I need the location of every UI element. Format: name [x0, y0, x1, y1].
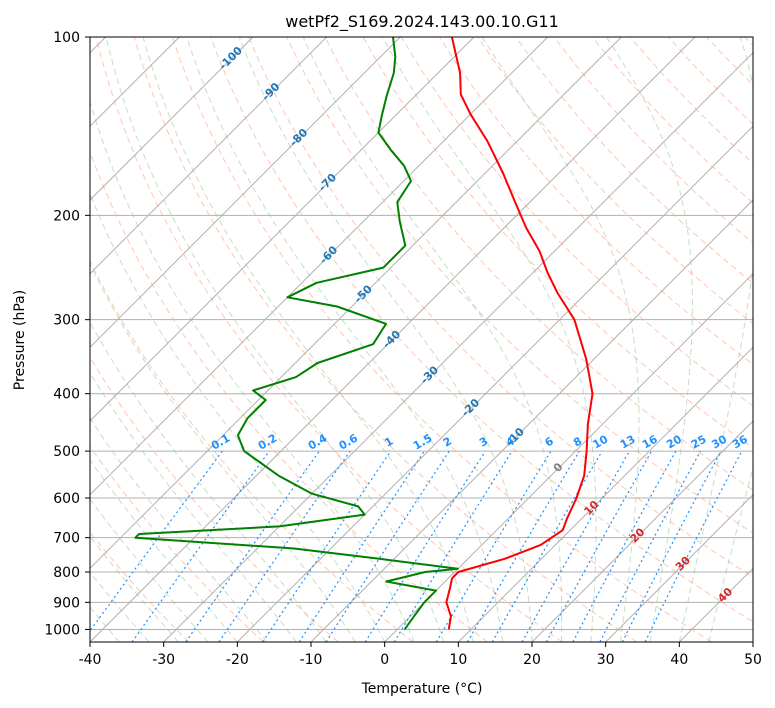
moist-adiabat: [105, 37, 445, 642]
moist-adiabat: [606, 37, 693, 642]
y-tick-label: 200: [53, 208, 80, 224]
y-axis-title: Pressure (hPa): [12, 290, 28, 390]
x-tick-label: -20: [226, 652, 249, 668]
x-tick-label: -10: [300, 652, 323, 668]
mixing-ratio-line: [131, 450, 270, 642]
mixing-ratio-line: [491, 450, 603, 642]
y-tick-label: 300: [53, 313, 80, 329]
y-tick-label: 900: [53, 595, 80, 611]
dry-adiabat: [95, 37, 563, 642]
mixing-ratio-line: [185, 450, 320, 642]
isotherm-line: [90, 37, 401, 349]
moist-adiabat: [90, 192, 386, 642]
x-tick-label: 20: [523, 652, 541, 668]
moist-adiabat: [186, 37, 503, 642]
moist-adiabat: [90, 571, 150, 642]
y-tick-label: 1000: [44, 622, 80, 638]
mixing-ratio-line: [90, 450, 223, 632]
dry-adiabat: [90, 445, 264, 642]
dry-adiabat: [324, 37, 753, 491]
x-axis: -40 -30 -20 -10 0 10 20 30 40 50: [79, 642, 762, 668]
x-tick-label: 0: [380, 652, 389, 668]
y-tick-label: 400: [53, 387, 80, 403]
dry-adiabat: [515, 37, 753, 284]
moist-adiabat: [302, 37, 563, 642]
isotherm-line: [90, 37, 622, 570]
isotherm-line: [90, 37, 475, 422]
dry-adiabat: [248, 37, 753, 578]
moist-adiabat: [481, 37, 640, 642]
y-tick-label: 800: [53, 565, 80, 581]
moist-adiabat: [678, 37, 753, 642]
isotherm-line: [90, 37, 254, 201]
mixing-ratio-line: [599, 450, 702, 642]
isotherm-line: [384, 272, 753, 642]
mixing-ratio-line: [298, 450, 425, 642]
chart-title: wetPf2_S169.2024.143.00.10.G11: [285, 12, 559, 32]
mixing-ratio-line: [435, 450, 552, 642]
data-lines: [134, 37, 594, 630]
mixing-ratio-line: [644, 450, 743, 642]
isotherm-line: [531, 420, 753, 642]
moist-adiabat: [142, 37, 474, 642]
moist-adiabat: [90, 99, 415, 642]
moist-adiabat: [90, 371, 297, 642]
dry-adiabat: [210, 37, 753, 623]
x-axis-title: Temperature (°C): [361, 681, 483, 697]
x-tick-label: 50: [744, 652, 762, 668]
moist-adiabat: [381, 37, 597, 642]
moist-adiabat: [90, 498, 209, 642]
isotherm-line: [605, 493, 753, 642]
mixing-ratio-line: [466, 450, 580, 642]
isotherm-line: [90, 37, 549, 496]
moist-adiabat: [90, 535, 179, 642]
moist-adiabat: [90, 417, 268, 642]
x-tick-label: 30: [597, 652, 615, 668]
y-tick-label: 700: [53, 531, 80, 547]
dry-adiabat: [133, 37, 638, 642]
mixing-ratio-line: [393, 450, 513, 642]
isotherm-line: [457, 346, 753, 642]
dry-adiabat: [286, 37, 753, 534]
dewpoint-line: [134, 37, 459, 630]
x-tick-label: -40: [79, 652, 102, 668]
x-tick-label: 40: [670, 652, 688, 668]
mixing-ratio-line: [621, 450, 722, 642]
plot-frame: [89, 36, 754, 643]
temperature-line: [445, 37, 594, 630]
y-tick-label: 100: [53, 30, 80, 46]
mixing-ratio-line: [572, 450, 677, 642]
moist-adiabat: [90, 321, 327, 642]
mixing-ratio-line: [325, 450, 450, 642]
y-tick-label: 600: [53, 491, 80, 507]
moist-adiabat: [708, 465, 753, 642]
y-axis: 100 200 300 400 500 600 700 800 900 1000: [44, 30, 90, 638]
isotherm-line: [236, 125, 753, 642]
mixing-ratio-line: [545, 450, 653, 642]
isotherm-line: [90, 37, 328, 275]
moist-adiabat: [90, 262, 356, 642]
mixing-ratio-line: [521, 450, 631, 642]
dry-adiabat: [171, 37, 712, 642]
y-tick-label: 500: [53, 444, 80, 460]
x-tick-label: -30: [152, 652, 175, 668]
x-tick-label: 10: [449, 652, 467, 668]
moist-adiabat: [90, 459, 238, 642]
moist-adiabat: [238, 37, 533, 642]
dry-adiabat: [90, 259, 414, 642]
isotherm-line: [163, 51, 753, 642]
